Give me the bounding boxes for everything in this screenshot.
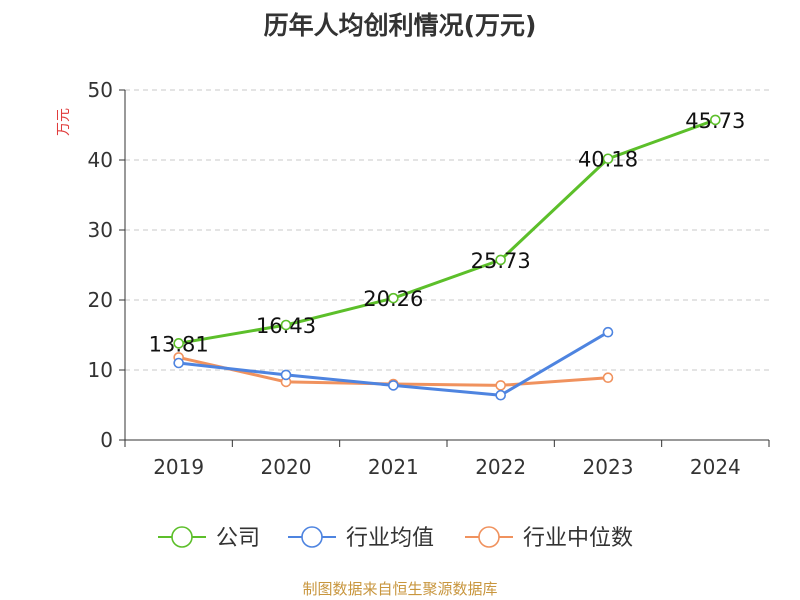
data-point	[280, 319, 292, 331]
data-point	[602, 372, 614, 384]
data-label: 20.26	[363, 287, 423, 311]
legend-label: 行业均值	[346, 526, 434, 551]
y-axis-label: 万元	[56, 108, 72, 136]
data-point	[602, 326, 614, 338]
legend-marker	[301, 526, 323, 548]
legend-marker	[171, 526, 193, 548]
y-tick-label: 20	[88, 288, 113, 312]
series-line	[178, 118, 716, 345]
data-point	[710, 114, 721, 126]
footer-source: 制图数据来自恒生聚源数据库	[302, 580, 498, 598]
data-point	[388, 380, 399, 391]
x-tick-label: 2019	[153, 455, 204, 479]
x-tick-label: 2024	[690, 455, 741, 479]
x-tick-label: 2020	[261, 455, 312, 479]
data-point	[173, 357, 184, 369]
data-label: 13.81	[149, 332, 209, 356]
legend-label: 行业中位数	[523, 526, 633, 551]
grid-layer	[125, 89, 769, 371]
x-tick-label: 2022	[475, 455, 526, 479]
data-label-layer: 13.81 16.43 20.26 25.73 40.18 45.73	[149, 109, 746, 356]
data-point	[388, 292, 399, 304]
data-label: 25.73	[471, 249, 531, 273]
legend-marker	[478, 526, 500, 548]
data-label: 40.18	[578, 148, 638, 172]
data-point	[495, 389, 506, 401]
data-point	[602, 153, 614, 165]
axis-layer: 0 10 20 30 40 50 2019 2020 2021 2022 2023 2024	[88, 78, 770, 479]
data-point	[280, 369, 292, 381]
y-tick-label: 30	[88, 218, 113, 242]
y-tick-label: 50	[88, 78, 113, 102]
data-point	[495, 380, 506, 391]
x-tick-label: 2023	[583, 455, 634, 479]
data-label: 16.43	[256, 314, 316, 338]
x-tick-label: 2021	[368, 455, 419, 479]
y-tick-label: 40	[88, 148, 113, 172]
data-label: 45.73	[685, 109, 745, 133]
data-point	[173, 338, 184, 349]
chart-title: 历年人均创利情况(万元)	[263, 11, 537, 40]
y-tick-label: 10	[88, 358, 113, 382]
legend: 公司 行业均值 行业中位数	[158, 526, 633, 551]
legend-label: 公司	[216, 526, 260, 551]
series-layer	[173, 114, 721, 401]
y-tick-label: 0	[100, 428, 113, 452]
data-point	[495, 254, 506, 266]
